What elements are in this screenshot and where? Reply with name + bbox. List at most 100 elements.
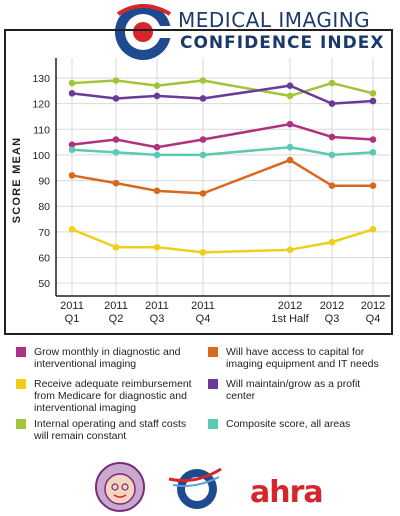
x-tick-label-period: Q2 xyxy=(109,313,124,325)
x-tick-label-year: 2011 xyxy=(145,300,169,312)
y-axis-label: SCORE MEAN xyxy=(11,137,23,224)
x-tick-label-year: 2012 xyxy=(320,300,344,312)
data-point xyxy=(68,172,76,179)
series-5 xyxy=(68,226,377,256)
data-point xyxy=(286,156,294,164)
data-point xyxy=(199,95,207,102)
data-point xyxy=(68,146,76,154)
data-point xyxy=(199,77,207,84)
data-point xyxy=(286,120,294,128)
y-tick-labels: 50 60 70 80 90 100 110 120 130 xyxy=(32,73,50,290)
footer-logos: ahra xyxy=(0,455,400,516)
x-tick-label-year: 2011 xyxy=(104,300,128,312)
data-point xyxy=(153,187,161,195)
legend-item-profit: Will maintain/grow as a profit center xyxy=(208,378,368,402)
legend-swatch xyxy=(208,379,218,389)
data-point xyxy=(68,141,76,148)
y-tick-label: 130 xyxy=(32,73,50,85)
y-tick-label: 90 xyxy=(38,176,50,188)
data-point xyxy=(199,190,207,197)
data-point xyxy=(68,90,76,97)
data-point xyxy=(112,95,120,102)
data-point xyxy=(286,246,294,254)
series-line xyxy=(71,122,374,149)
x-tick-label-period: Q4 xyxy=(196,313,211,325)
data-point xyxy=(328,133,336,141)
data-point xyxy=(199,151,207,159)
x-tick-label-period: Q4 xyxy=(366,313,381,325)
title-line-1: MEDICAL IMAGING xyxy=(178,8,371,32)
legend-swatch xyxy=(208,347,218,357)
data-point xyxy=(153,151,161,159)
series-2 xyxy=(68,120,377,151)
swoosh-logo-icon xyxy=(168,467,222,509)
y-tick-label: 80 xyxy=(38,201,50,213)
data-point xyxy=(112,77,120,84)
data-point xyxy=(369,149,377,156)
data-point xyxy=(369,97,377,105)
data-point xyxy=(153,82,161,89)
confidence-index-logo-icon xyxy=(115,4,175,60)
x-tick-label-period: Q3 xyxy=(325,313,340,325)
data-point xyxy=(369,226,377,233)
x-tick-label-period: Q1 xyxy=(65,313,80,325)
legend-swatch xyxy=(16,419,26,429)
data-point xyxy=(286,92,294,100)
legend-swatch xyxy=(208,419,218,429)
data-point xyxy=(328,238,336,246)
data-point xyxy=(369,136,377,143)
legend-item-composite: Composite score, all areas xyxy=(208,418,388,430)
header: MEDICAL IMAGING CONFIDENCE INDEX xyxy=(0,0,400,60)
x-tick-label-period: 1st Half xyxy=(271,313,309,325)
data-point xyxy=(199,136,207,143)
legend-swatch xyxy=(16,347,26,357)
legend: Grow monthly in diagnostic and intervent… xyxy=(0,340,400,450)
y-tick-label: 100 xyxy=(32,150,50,162)
chart-series xyxy=(68,77,377,256)
x-tick-label-period: Q3 xyxy=(150,313,165,325)
series-0 xyxy=(68,77,377,100)
series-line xyxy=(71,158,373,195)
data-point xyxy=(112,243,120,251)
data-point xyxy=(286,143,294,151)
legend-swatch xyxy=(16,379,26,389)
ahra-logo: ahra xyxy=(250,475,324,510)
y-tick-label: 70 xyxy=(38,227,50,239)
x-tick-label-year: 2011 xyxy=(60,300,84,312)
legend-item-costs: Internal operating and staff costs will … xyxy=(16,418,196,442)
series-3 xyxy=(68,143,377,159)
data-point xyxy=(369,90,377,97)
data-point xyxy=(328,151,336,159)
series-1 xyxy=(68,82,377,107)
data-point xyxy=(112,179,120,187)
legend-label: Will have access to capital for imaging … xyxy=(226,346,379,370)
chart-grid xyxy=(55,58,390,297)
grandma-mascot-logo-icon xyxy=(95,462,145,512)
data-point xyxy=(112,136,120,143)
title-line-2: CONFIDENCE INDEX xyxy=(180,33,385,53)
data-point xyxy=(369,182,377,189)
legend-label: Receive adequate reimbursement from Medi… xyxy=(34,378,192,414)
legend-item-grow: Grow monthly in diagnostic and intervent… xyxy=(16,346,191,370)
data-point xyxy=(112,149,120,156)
data-point xyxy=(68,79,76,87)
y-tick-label: 120 xyxy=(32,99,50,111)
y-tick-label: 60 xyxy=(38,253,50,265)
data-point xyxy=(328,100,336,107)
data-point xyxy=(68,226,76,233)
data-point xyxy=(153,92,161,100)
legend-label: Will maintain/grow as a profit center xyxy=(226,378,361,402)
legend-label: Composite score, all areas xyxy=(226,418,351,430)
data-point xyxy=(286,82,294,89)
data-point xyxy=(153,143,161,151)
data-point xyxy=(328,79,336,87)
legend-label: Grow monthly in diagnostic and intervent… xyxy=(34,346,181,370)
series-4 xyxy=(68,156,377,197)
legend-item-capital: Will have access to capital for imaging … xyxy=(208,346,388,370)
y-tick-label: 110 xyxy=(33,124,50,136)
data-point xyxy=(199,249,207,256)
legend-label: Internal operating and staff costs will … xyxy=(34,418,187,442)
chart-frame xyxy=(4,29,393,335)
